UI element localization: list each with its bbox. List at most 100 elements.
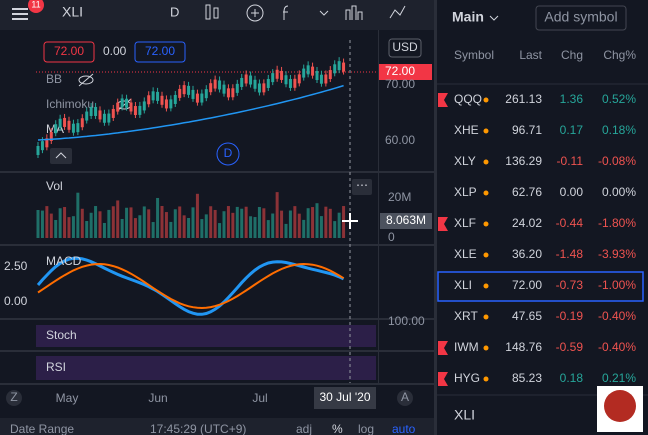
candle [63,117,67,127]
macd-axis-label: 2.50 [4,259,28,273]
volume-bar [337,212,341,238]
symbol[interactable]: XLF [454,216,476,230]
volume-bar [195,193,199,238]
volume-bar [275,192,279,238]
open-label: 72.00 [54,44,84,58]
cursor-date-tag [314,387,376,409]
symbol[interactable]: XLY [454,154,476,168]
date-range[interactable]: Date Range [10,422,74,435]
month-label: Jun [148,391,167,405]
symbol[interactable]: IWM [454,340,479,354]
volume-bar [116,200,120,238]
symbol[interactable]: HYG [454,371,480,385]
change: -0.59 [556,340,584,354]
candle [142,101,146,111]
change: 0.18 [560,371,584,385]
volume-bar [125,207,129,238]
column-header[interactable]: Chg [561,48,583,62]
candle [89,106,93,116]
last: 24.02 [512,216,542,230]
symbol[interactable]: XLI [454,278,472,292]
column-header[interactable]: Chg% [603,48,636,62]
symbol[interactable]: QQQ [454,92,482,106]
candle [178,88,182,98]
volume-bar [209,206,213,238]
volume-bar [182,215,186,238]
footer-button[interactable]: adj [296,422,312,435]
collapse-button[interactable] [50,148,72,164]
volume-bar [58,208,62,238]
volume-bar [111,206,115,238]
volume-bar [138,215,142,238]
volume-bar [147,209,151,238]
volume-bar [280,210,284,238]
more-button[interactable] [352,179,372,195]
change-percent: 0.21% [602,371,636,385]
menu-icon[interactable] [12,8,28,20]
candle [222,84,226,94]
change-percent: 0.00% [602,185,636,199]
toolbar-icons[interactable] [205,4,406,22]
add-symbol-box[interactable] [535,5,627,31]
auto-label[interactable]: A [401,390,409,404]
volume-bar [80,208,84,238]
symbol[interactable]: XLE [454,247,477,261]
currency-box[interactable] [388,38,422,58]
candle [218,80,222,90]
candle [311,66,315,76]
zoom-button[interactable] [6,390,22,406]
candle [125,98,129,108]
macd-line [36,256,345,316]
change-label: 0.00 [103,44,127,58]
footer-button[interactable]: log [358,422,374,435]
candle [49,132,53,142]
volume-bar [288,210,292,238]
change: -1.48 [556,247,584,261]
volume-bar [324,206,328,238]
indicator-label[interactable]: Ichimoku [46,97,94,111]
symbol[interactable]: XLP [454,185,477,199]
last-price: 72.00 [385,64,415,78]
change-percent: -1.80% [598,216,636,230]
watchlist-title[interactable]: Main [452,9,484,25]
footer-button[interactable]: auto [392,422,416,435]
last: 261.13 [505,92,542,106]
change: -0.11 [557,154,584,168]
flag [438,217,448,231]
dividend-label[interactable]: D [224,146,233,160]
indicator-label[interactable]: BB [46,72,62,86]
flag [438,341,448,355]
volume-bar [240,208,244,238]
dividend-marker[interactable] [216,142,240,166]
candle [302,68,306,78]
volume-bar [107,209,111,238]
candle [54,124,58,134]
candle [120,98,124,108]
volume-bar [306,208,310,238]
zoom-label[interactable]: Z [10,390,17,404]
column-header[interactable]: Last [519,48,542,62]
footer-button[interactable]: % [332,422,343,435]
currency[interactable]: USD [392,40,418,54]
add-symbol[interactable]: Add symbol [544,9,617,25]
volume-bar [284,223,288,238]
symbol[interactable]: XLI [62,4,83,20]
interval[interactable]: D [170,4,179,19]
volume-bar [311,207,315,238]
column-header[interactable]: Symbol [454,48,494,62]
volume-bar [328,208,332,238]
candle [319,74,323,84]
candle [98,110,102,120]
flag [438,372,448,386]
symbol[interactable]: XHE [454,123,479,137]
symbol[interactable]: XRT [454,309,478,323]
volume-bar [249,216,253,238]
volume-axis-label: 20M [388,190,411,204]
detail-symbol: XLI [454,407,475,423]
month-label: Jul [252,391,267,405]
change-percent: -1.00% [598,278,636,292]
candle [169,99,173,109]
status-dot [483,128,489,134]
auto-button[interactable] [397,390,413,406]
candle [209,83,213,93]
